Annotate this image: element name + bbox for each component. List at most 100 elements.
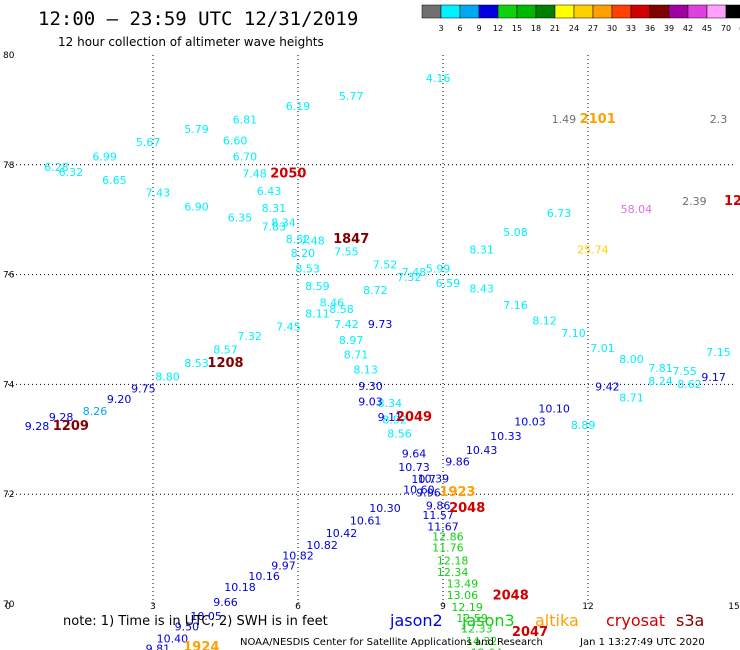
wave-height-label: 7.81 [648,362,673,375]
wave-height-label: 6.43 [257,185,282,198]
wave-height-label: 9.64 [402,447,427,460]
color-scale-label: 21 [550,24,560,33]
wave-height-label: 8.52 [286,233,311,246]
wave-height-label: 10.7 [411,473,436,486]
wave-height-label: 8.56 [387,428,412,441]
wave-height-label: 8.59 [305,280,330,293]
wave-height-label: 8.89 [571,419,596,432]
color-scale-label: 9 [476,24,481,33]
wave-height-label: 7.52 [373,259,398,272]
color-swatch [706,4,727,19]
wave-height-label: 10.60 [403,484,435,497]
wave-height-label: 12.59 [456,612,488,625]
wave-height-label: 10.30 [369,502,401,515]
color-swatch [516,4,537,19]
wave-height-label: 8.92 [382,413,407,426]
pass-time-label: 2101 [580,112,616,127]
color-scale-label: 70 [721,24,731,33]
wave-height-label: 6.70 [233,150,258,163]
wave-height-label: 7.42 [334,318,359,331]
color-scale-label: 27 [588,24,598,33]
wave-height-label: 7.48 [242,167,267,180]
wave-height-label: 6.32 [59,166,84,179]
wave-height-label: 13.49 [447,578,479,591]
y-tick-label: 70 [3,600,15,610]
wave-height-label: 7.48 [402,266,427,279]
wave-height-label: 9.50 [175,620,200,633]
wave-height-label: 12.64 [471,647,503,650]
wave-height-label: 8.20 [291,247,316,260]
color-scale-label: 36 [645,24,655,33]
color-scale-label: 39 [664,24,674,33]
wave-height-label: 8.53 [295,262,320,275]
chart-title: 12:00 – 23:59 UTC 12/31/2019 [38,8,358,30]
grid-lines [8,55,733,604]
wave-height-label: 7.55 [672,365,697,378]
wave-height-label: 8.13 [353,363,378,376]
axis-ticks: 0 3 6 9 12 15 70 72 74 76 78 80 [3,51,740,612]
wave-height-label: 6.65 [102,174,127,187]
wave-height-label: 5.77 [339,90,364,103]
wave-height-label: 8.24 [648,375,673,388]
wave-height-label: 9.42 [595,380,620,393]
wave-height-label: 8.26 [83,405,108,418]
color-swatch [421,4,442,19]
color-scale-label: 42 [683,24,693,33]
color-swatch [687,4,708,19]
wave-height-label: 1.49 [552,113,577,126]
color-swatch [630,4,651,19]
color-swatch [725,4,740,19]
color-swatch [668,4,689,19]
wave-height-label: 8.58 [329,303,354,316]
legend-altika: altika [535,611,579,630]
wave-height-label: 10.05 [190,610,222,623]
x-tick-label: 9 [440,602,446,612]
wave-height-label: 8.43 [469,283,494,296]
wave-height-label: 9.20 [107,393,132,406]
wave-height-label: 11.57 [422,509,454,522]
wave-height-label: 8.72 [363,284,388,297]
wave-height-label: 8.00 [619,353,644,366]
wave-height-label: 8.12 [532,315,557,328]
wave-height-label: 8.62 [677,378,702,391]
generated-timestamp: Jan 1 13:27:49 UTC 2020 [579,637,705,648]
wave-height-label: 7.01 [590,342,615,355]
color-swatch [649,4,670,19]
color-scale-label: (ft) [739,24,740,33]
legend-jason2: jason2 [389,611,443,630]
wave-height-label: 10.18 [224,581,256,594]
wave-height-label: 8.80 [155,371,180,384]
color-swatch [535,4,556,19]
color-swatch [440,4,461,19]
color-scale-label: 15 [512,24,522,33]
color-scale-label: 18 [531,24,541,33]
y-tick-label: 72 [3,490,14,500]
wave-height-label: 5.79 [184,123,209,136]
y-tick-label: 74 [3,380,15,390]
pass-time-label: 1924 [183,640,219,650]
wave-height-label: 13.06 [447,589,479,602]
wave-height-label: 10.82 [282,550,314,563]
wave-height-label: 2.39 [682,195,707,208]
color-swatch [592,4,613,19]
wave-height-label: 10.43 [466,444,498,457]
wave-height-label: 5.99 [426,262,451,275]
wave-height-label: 9.28 [49,411,74,424]
wave-height-label: 8.31 [469,244,494,257]
color-swatch [459,4,480,19]
wave-height-label: 8.71 [619,391,644,404]
color-scale-label: 24 [569,24,579,33]
wave-height-label: 9.86 [445,456,470,469]
wave-height-label: 2.3 [710,113,728,126]
wave-height-label: 14.32 [466,635,498,648]
wave-height-label: 8.46 [320,296,345,309]
wave-height-label: 58.04 [621,203,653,216]
wave-height-label: 6.60 [223,134,248,147]
legend-s3a: s3a [676,611,704,630]
wave-height-label: 4.16 [426,72,451,85]
wave-height-label: 6.99 [92,150,117,163]
color-scale-label: 12 [493,24,503,33]
wave-height-label: 12.34 [437,566,469,579]
wave-height-label: 8.71 [344,349,369,362]
wave-height-label: 6.59 [436,277,461,290]
